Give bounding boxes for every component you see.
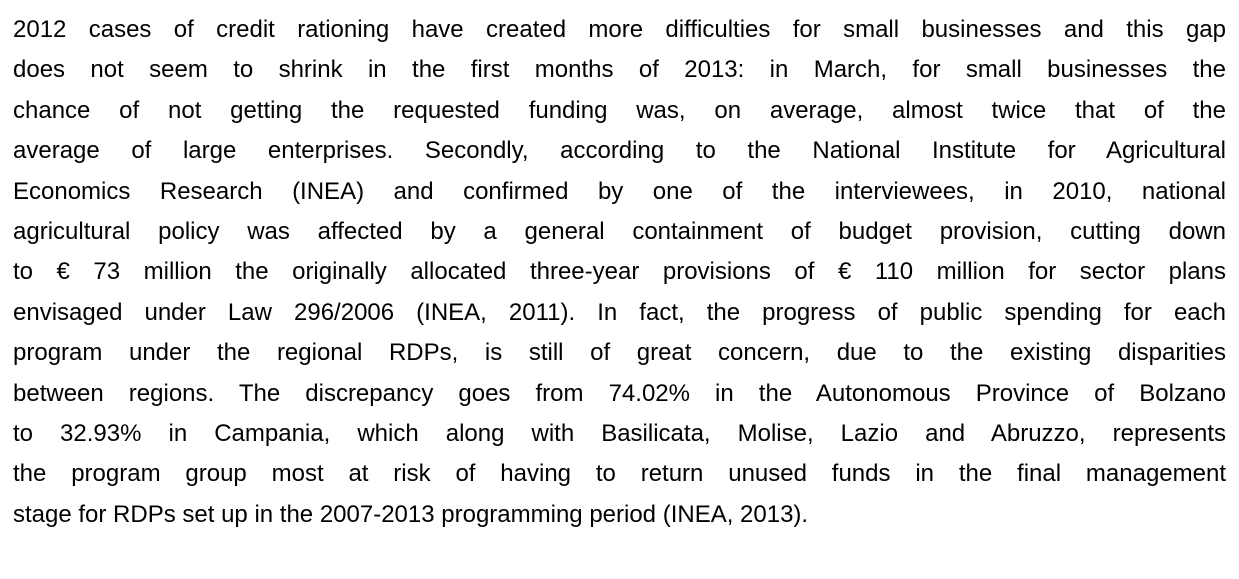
text-line: to € 73 million the originally allocated…: [13, 258, 1226, 286]
text-line: between regions. The discrepancy goes fr…: [13, 379, 1226, 407]
text-line: to 32.93% in Campania, which along with …: [13, 419, 1226, 447]
text-line: chance of not getting the requested fund…: [13, 96, 1226, 124]
text-line: Economics Research (INEA) and confirmed …: [13, 177, 1226, 205]
text-line: 2012 cases of credit rationing have crea…: [13, 16, 1226, 43]
text-line: envisaged under Law 296/2006 (INEA, 2011…: [13, 298, 1226, 326]
text-line: program under the regional RDPs, is stil…: [13, 339, 1226, 367]
text-line: stage for RDPs set up in the 2007-2013 p…: [13, 500, 809, 528]
text-line: agricultural policy was affected by a ge…: [13, 217, 1226, 245]
text-line: does not seem to shrink in the first mon…: [13, 56, 1226, 84]
text-line: the program group most at risk of having…: [13, 460, 1226, 488]
text-line: average of large enterprises. Secondly, …: [13, 137, 1226, 165]
